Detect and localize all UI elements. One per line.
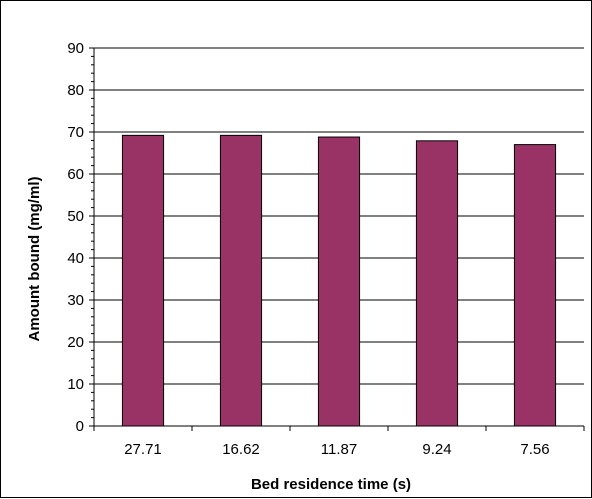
bars — [121, 134, 557, 427]
y-tick-label: 50 — [67, 208, 84, 225]
y-tick-label: 40 — [67, 250, 84, 267]
y-tick-label: 30 — [67, 292, 84, 309]
y-tick-label: 60 — [67, 166, 84, 183]
x-axis-title: Bed residence time (s) — [251, 476, 411, 493]
y-tick-label: 20 — [67, 334, 84, 351]
bar-27.71 — [121, 134, 165, 427]
bar-16.62 — [219, 134, 263, 427]
y-tick-label: 90 — [67, 40, 84, 57]
y-tick-label: 70 — [67, 124, 84, 141]
y-axis-title: Amount bound (mg/ml) — [26, 177, 43, 342]
x-tick-labels: 27.71 16.62 11.87 9.24 7.56 — [124, 441, 549, 458]
y-tick-label: 0 — [76, 418, 84, 435]
y-tick-label: 10 — [67, 376, 84, 393]
bar-11.87 — [317, 136, 361, 427]
x-tick-label-9.24: 9.24 — [422, 441, 451, 458]
bar-9.24 — [415, 140, 459, 427]
y-tick-label: 80 — [67, 82, 84, 99]
x-tick-label-7.56: 7.56 — [520, 441, 549, 458]
x-tick-label-16.62: 16.62 — [222, 441, 260, 458]
axes — [89, 47, 585, 431]
bar-7.56 — [513, 144, 557, 427]
x-tick-label-11.87: 11.87 — [321, 441, 357, 458]
y-tick-labels: 0 10 20 30 40 50 60 70 80 90 — [67, 40, 84, 435]
x-tick-label-27.71: 27.71 — [124, 441, 162, 458]
